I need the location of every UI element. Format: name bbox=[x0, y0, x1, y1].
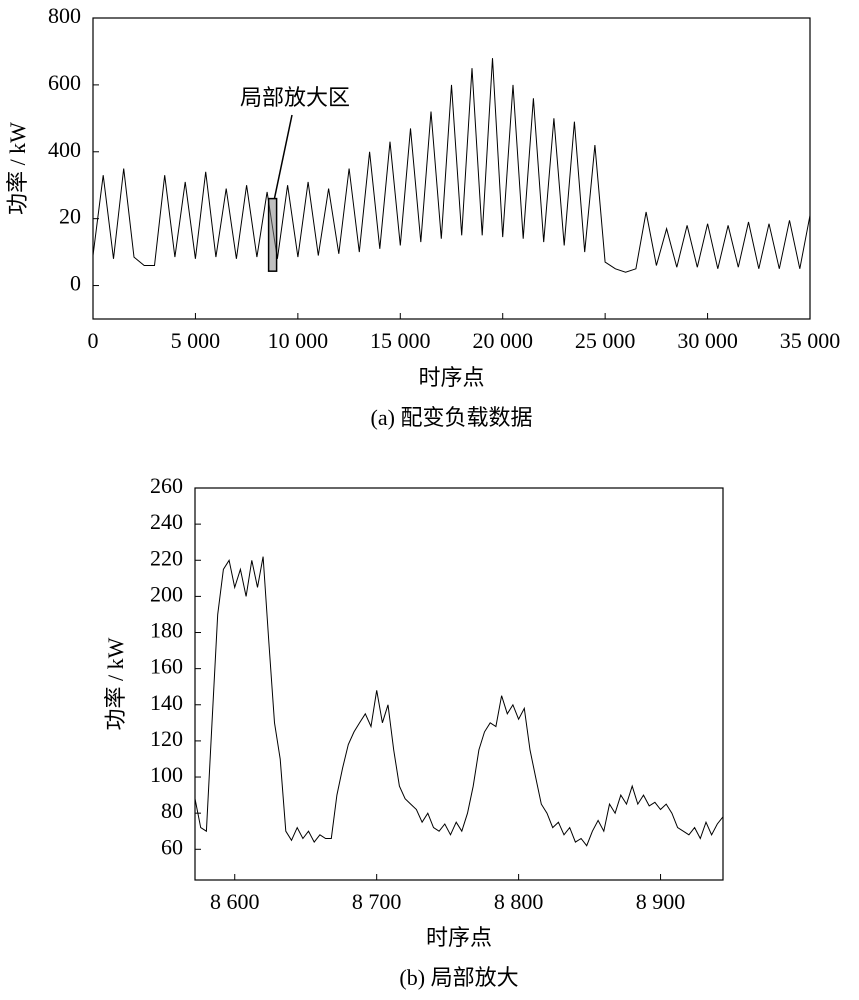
y-axis-label: 功率 / kW bbox=[5, 122, 30, 215]
annotation: 局部放大区 bbox=[240, 85, 350, 110]
x-axis-label: 时序点 bbox=[426, 925, 492, 950]
x-axis-label: 时序点 bbox=[418, 365, 484, 390]
y-tick-label: 140 bbox=[150, 690, 183, 715]
data-line bbox=[194, 556, 724, 847]
x-tick-label: 25 000 bbox=[575, 328, 636, 353]
zoom-region bbox=[267, 197, 278, 272]
y-tick-label: 120 bbox=[150, 726, 183, 751]
x-tick-label: 30 000 bbox=[677, 328, 738, 353]
y-tick-label: 800 bbox=[48, 3, 81, 28]
x-tick-label: 5 000 bbox=[171, 328, 221, 353]
plot-frame bbox=[194, 487, 724, 881]
x-tick-label: 8 600 bbox=[210, 889, 260, 914]
y-tick-label: 260 bbox=[150, 473, 183, 498]
y-tick-label: 220 bbox=[150, 545, 183, 570]
x-tick-label: 8 900 bbox=[636, 889, 686, 914]
data-line bbox=[92, 58, 811, 273]
x-tick-label: 0 bbox=[88, 328, 99, 353]
y-tick-label: 400 bbox=[48, 137, 81, 162]
y-tick-label: 200 bbox=[150, 581, 183, 606]
x-tick-label: 8 800 bbox=[494, 889, 544, 914]
x-tick-label: 35 000 bbox=[780, 328, 841, 353]
annotation-arrow bbox=[273, 114, 293, 199]
y-tick-label: 180 bbox=[150, 618, 183, 643]
y-tick-label: 0 bbox=[70, 271, 81, 296]
x-tick-label: 8 700 bbox=[352, 889, 402, 914]
caption: (a) 配变负载数据 bbox=[371, 405, 533, 430]
y-tick-label: 100 bbox=[150, 762, 183, 787]
x-tick-label: 15 000 bbox=[370, 328, 431, 353]
y-tick-label: 80 bbox=[161, 798, 183, 823]
y-axis-label: 功率 / kW bbox=[103, 637, 128, 730]
caption: (b) 局部放大 bbox=[399, 965, 518, 990]
y-tick-label: 60 bbox=[161, 834, 183, 859]
y-tick-label: 160 bbox=[150, 654, 183, 679]
x-tick-label: 10 000 bbox=[268, 328, 329, 353]
y-tick-label: 20 bbox=[59, 204, 81, 229]
x-tick-label: 20 000 bbox=[472, 328, 533, 353]
plot-frame bbox=[92, 17, 811, 320]
y-tick-label: 600 bbox=[48, 70, 81, 95]
y-tick-label: 240 bbox=[150, 509, 183, 534]
